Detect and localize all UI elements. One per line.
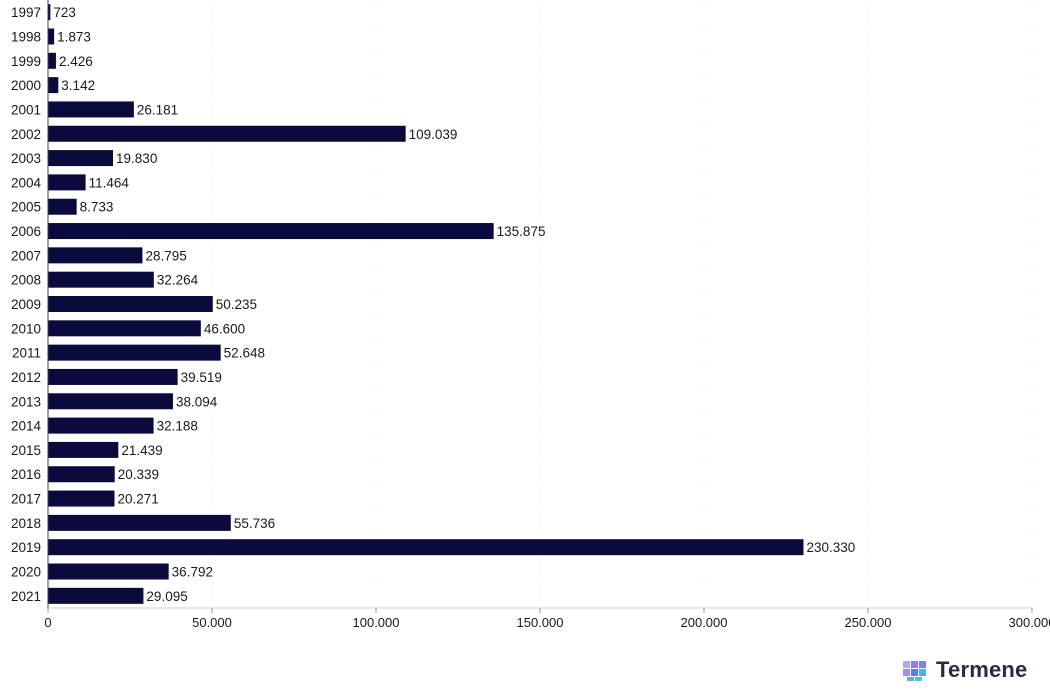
bar (48, 320, 201, 337)
category-label: 2011 (12, 346, 41, 361)
bar (48, 198, 77, 215)
bar (48, 417, 154, 434)
data-label: 55.736 (234, 516, 275, 531)
data-label: 230.330 (806, 540, 855, 555)
bar (48, 466, 115, 483)
cube-grid-icon (903, 661, 926, 681)
data-label: 20.271 (117, 492, 158, 507)
category-label: 2016 (11, 467, 41, 482)
bar (48, 101, 134, 118)
category-label: 1997 (11, 5, 41, 20)
data-label: 52.648 (224, 346, 265, 361)
category-label: 2003 (11, 151, 41, 166)
bar (48, 28, 55, 45)
bar (48, 174, 86, 191)
x-tick-label: 0 (44, 615, 51, 630)
brand-name: Termene (936, 657, 1028, 682)
category-label: 2008 (11, 273, 41, 288)
data-label: 38.094 (176, 394, 218, 409)
bar (48, 247, 143, 264)
category-label: 2009 (11, 297, 41, 312)
data-label: 29.095 (146, 589, 187, 604)
data-label: 11.464 (89, 175, 130, 190)
data-label: 28.795 (145, 248, 186, 263)
data-label: 2.426 (59, 54, 93, 69)
x-tick-label: 150.000 (517, 615, 564, 630)
data-label: 135.875 (497, 224, 546, 239)
data-label: 46.600 (204, 321, 245, 336)
bar (48, 490, 115, 507)
data-label: 8.733 (80, 200, 114, 215)
bar (48, 4, 51, 21)
data-label: 50.235 (216, 297, 257, 312)
category-label: 2020 (11, 565, 41, 580)
category-label: 2017 (11, 492, 41, 507)
bar (48, 344, 221, 361)
category-label: 2013 (11, 394, 41, 409)
bar-chart: 1997 723 1998 1.873 1999 2.426 2000 3.142 2001 26… (11, 0, 1050, 630)
category-label: 2005 (11, 200, 41, 215)
category-label: 2006 (11, 224, 41, 239)
category-label: 2018 (11, 516, 41, 531)
bar (48, 271, 154, 288)
category-label: 2015 (11, 443, 41, 458)
bar (48, 125, 406, 142)
data-label: 19.830 (116, 151, 157, 166)
bar (48, 441, 119, 458)
category-label: 1999 (11, 54, 41, 69)
bar (48, 223, 494, 240)
category-label: 2021 (11, 589, 41, 604)
category-label: 2002 (11, 127, 41, 142)
data-label: 32.188 (157, 419, 198, 434)
data-label: 32.264 (157, 273, 199, 288)
bar (48, 150, 114, 167)
bar (48, 563, 169, 580)
x-tick-label: 200.000 (681, 615, 728, 630)
x-tick-label: 250.000 (845, 615, 892, 630)
bar (48, 587, 144, 604)
bar (48, 393, 173, 410)
category-label: 2000 (11, 78, 41, 93)
data-label: 36.792 (172, 565, 213, 580)
category-label: 2001 (11, 102, 41, 117)
data-label: 39.519 (181, 370, 222, 385)
x-tick-label: 300.000 (1009, 615, 1050, 630)
bar (48, 77, 59, 94)
category-label: 2012 (11, 370, 41, 385)
data-label: 26.181 (137, 102, 178, 117)
bar (48, 514, 231, 531)
bar (48, 52, 56, 69)
bar (48, 368, 178, 385)
category-label: 2010 (11, 321, 41, 336)
category-label: 2004 (11, 175, 42, 190)
data-label: 20.339 (118, 467, 159, 482)
data-label: 3.142 (61, 78, 95, 93)
x-tick-label: 100.000 (353, 615, 400, 630)
data-label: 21.439 (121, 443, 162, 458)
category-label: 2014 (11, 419, 42, 434)
data-label: 1.873 (57, 29, 91, 44)
category-label: 2007 (11, 248, 41, 263)
termene-logo: Termene (902, 657, 1027, 683)
category-label: 2019 (11, 540, 41, 555)
x-tick-label: 50.000 (192, 615, 232, 630)
bar (48, 296, 213, 312)
data-label: 723 (53, 5, 76, 20)
data-label: 109.039 (409, 127, 458, 142)
bar (48, 539, 804, 556)
category-label: 1998 (11, 29, 41, 44)
